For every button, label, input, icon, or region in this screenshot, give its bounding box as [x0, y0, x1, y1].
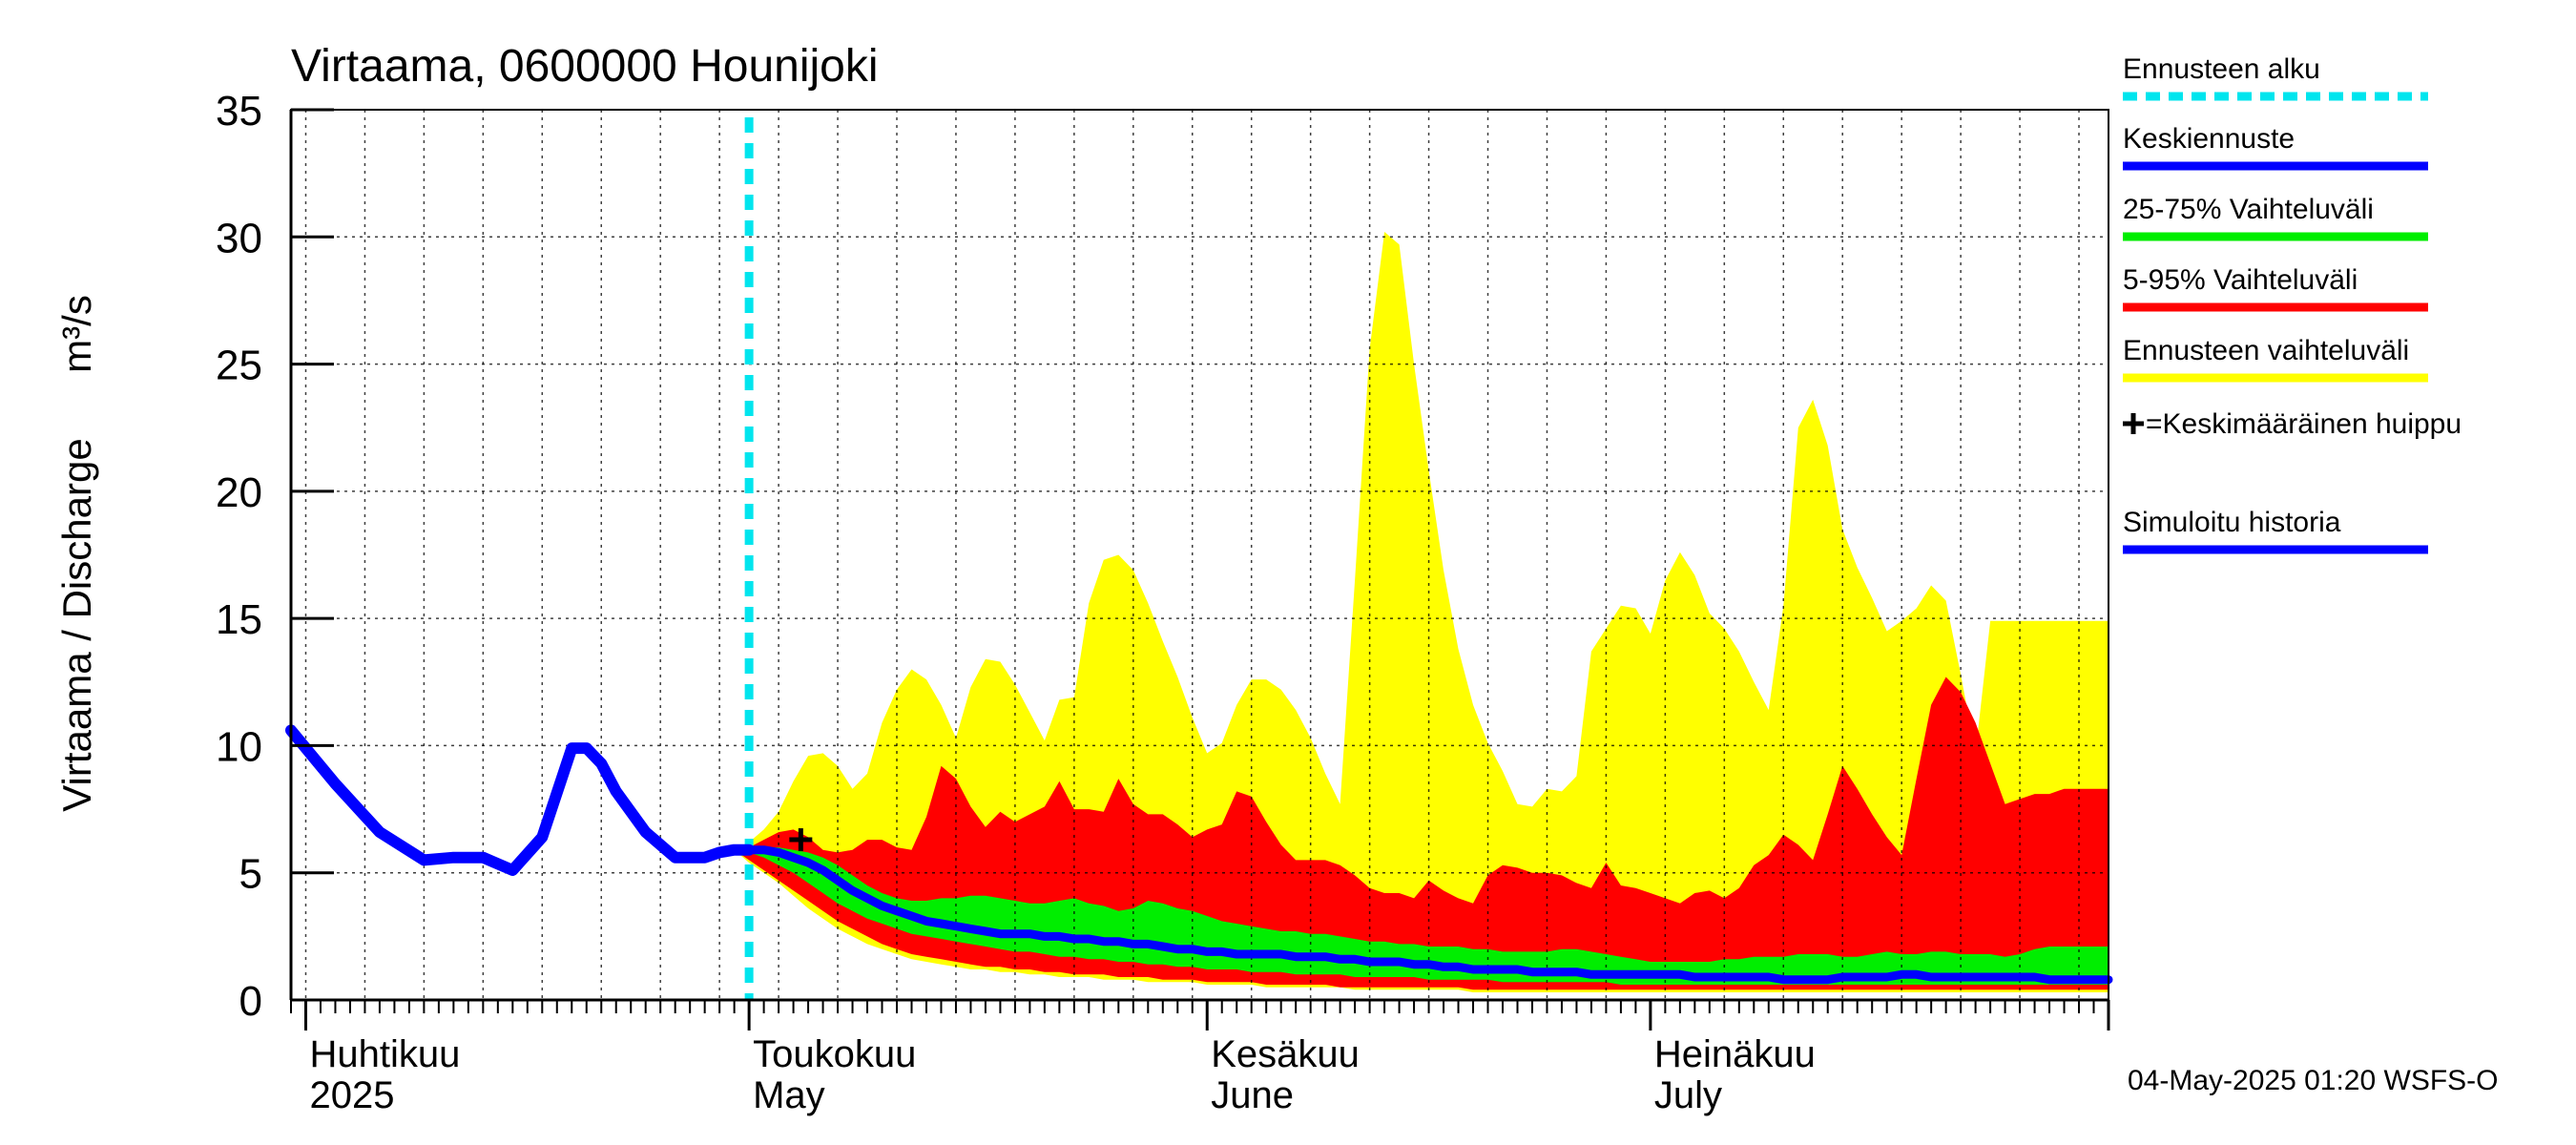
x-month-label-en: 2025 [309, 1074, 394, 1116]
legend-item-mean-peak: =Keskimääräinen huippu [2123, 408, 2462, 440]
legend-item: 25-75% Vaihteluväli [2123, 194, 2428, 241]
legend-item: Simuloitu historia [2123, 507, 2428, 554]
axis-labels: Virtaama, 0600000 Hounijoki Virtaama / D… [54, 41, 2499, 1096]
legend: Ennusteen alku Keskiennuste 25-75% Vaihtel… [2123, 53, 2462, 554]
legend-item: Ennusteen vaihteluväli [2123, 335, 2428, 383]
x-month-label-fi: Toukokuu [753, 1033, 916, 1075]
y-axis-unit: m³/s [54, 295, 99, 373]
legend-item: Ennusteen alku [2123, 53, 2428, 101]
y-tick-label: 30 [216, 215, 262, 261]
series-line-0 [285, 724, 756, 876]
x-month-label-fi: Kesäkuu [1211, 1033, 1360, 1075]
y-tick-label: 20 [216, 469, 262, 516]
y-tick-label: 15 [216, 596, 262, 643]
legend-label: =Keskimääräinen huippu [2146, 408, 2462, 440]
chart-title: Virtaama, 0600000 Hounijoki [291, 41, 879, 92]
band-3 [734, 847, 2109, 985]
y-tick-label: 5 [239, 851, 262, 898]
legend-item: 5-95% Vaihteluväli [2123, 264, 2428, 312]
legend-label: 5-95% Vaihteluväli [2123, 264, 2358, 296]
legend-label: Keskiennuste [2123, 123, 2295, 155]
series-line-4 [730, 845, 2113, 985]
y-tick-label: 10 [216, 723, 262, 770]
axes: 05101520253035Huhtikuu2025ToukokuuMayKes… [216, 88, 2110, 1116]
legend-label: Simuloitu historia [2123, 507, 2341, 538]
x-month-label-en: July [1654, 1074, 1722, 1116]
legend-item: Keskiennuste [2123, 123, 2428, 171]
x-month-label-en: June [1211, 1074, 1294, 1116]
forecast-bands [734, 232, 2109, 992]
x-month-label-fi: Huhtikuu [309, 1033, 460, 1075]
y-tick-label: 0 [239, 978, 262, 1025]
legend-label: 25-75% Vaihteluväli [2123, 194, 2374, 225]
x-month-label-en: May [753, 1074, 825, 1116]
y-tick-label: 35 [216, 88, 262, 135]
y-tick-label: 25 [216, 343, 262, 389]
y-axis-label: Virtaama / Discharge [54, 438, 99, 811]
x-month-label-fi: Heinäkuu [1654, 1033, 1816, 1075]
band-1 [734, 232, 2109, 992]
legend-label: Ennusteen vaihteluväli [2123, 335, 2409, 366]
legend-label: Ennusteen alku [2123, 53, 2320, 85]
series-lines [285, 117, 2113, 1000]
timestamp: 04-May-2025 01:20 WSFS-O [2128, 1065, 2499, 1096]
mean-peak-marker [789, 828, 813, 852]
